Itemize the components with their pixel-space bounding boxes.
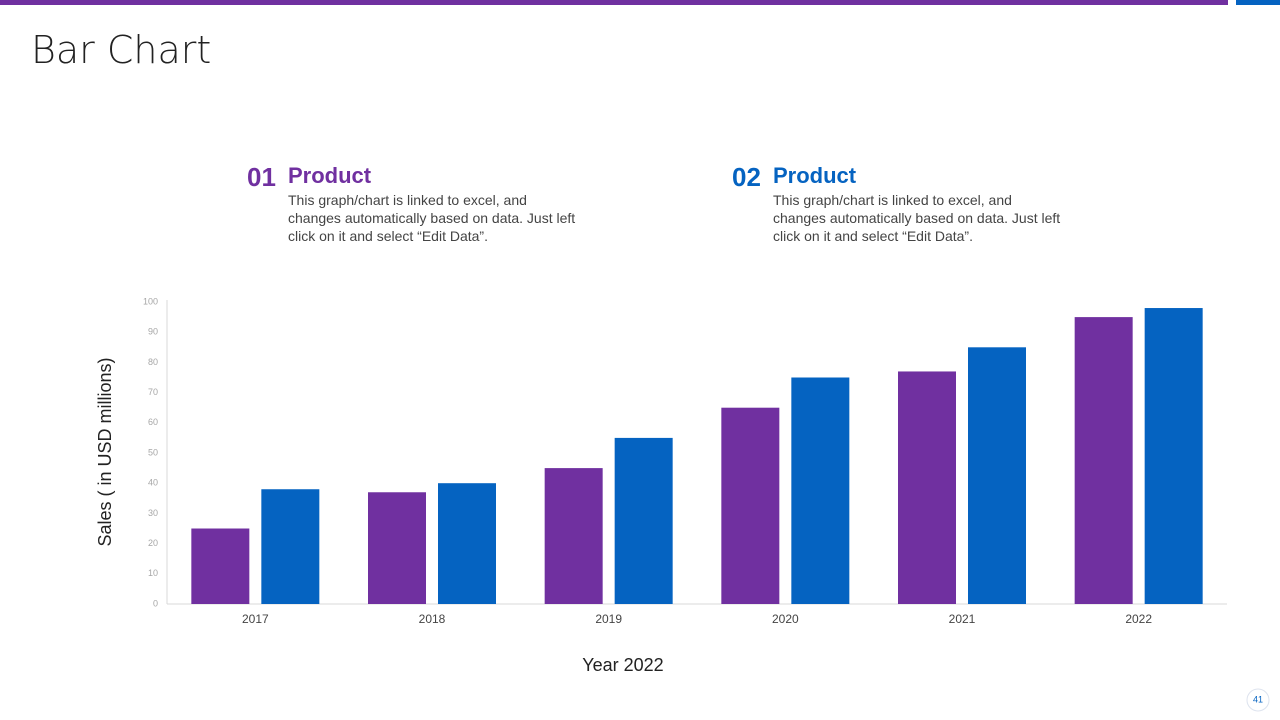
y-tick-label: 10 [148,568,158,578]
slide-title: Bar Chart [31,28,212,72]
y-tick-label: 20 [148,538,158,548]
x-tick-label: 2021 [949,612,976,626]
y-tick-label: 60 [148,417,158,427]
bar [368,492,426,604]
bar [261,489,320,604]
legend-number: 01 [247,162,276,192]
y-tick-label: 0 [153,598,158,608]
x-tick-label: 2020 [772,612,799,626]
page-number-badge [1246,688,1270,712]
bar [968,347,1026,604]
bar [721,407,780,604]
y-axis-title: Sales ( in USD millions) [95,357,115,546]
bar [1144,308,1203,604]
bar [438,483,496,604]
bar [544,468,603,604]
y-tick-label: 40 [148,478,158,488]
x-tick-label: 2017 [242,612,269,626]
bar [791,377,850,604]
y-tick-label: 30 [148,508,158,518]
x-tick-label: 2019 [595,612,622,626]
bar [898,371,956,604]
x-tick-label: 2018 [419,612,446,626]
bar [614,437,673,604]
page-number: 41 [1253,694,1263,704]
legend-name: Product [773,163,857,188]
y-tick-label: 50 [148,447,158,457]
y-tick-label: 80 [148,357,158,367]
y-tick-label: 100 [143,296,158,306]
x-tick-label: 2022 [1125,612,1152,626]
bar [191,528,250,604]
x-axis-title: Year 2022 [582,655,663,675]
legend-name: Product [288,163,372,188]
y-tick-label: 90 [148,327,158,337]
legend-description: This graph/chart is linked to excel, and… [288,192,576,244]
bar [1074,317,1133,604]
y-tick-label: 70 [148,387,158,397]
legend-number: 02 [732,162,761,192]
legend-description: This graph/chart is linked to excel, and… [773,192,1061,244]
top-bar-accent [1236,0,1280,5]
top-bar [0,0,1228,5]
